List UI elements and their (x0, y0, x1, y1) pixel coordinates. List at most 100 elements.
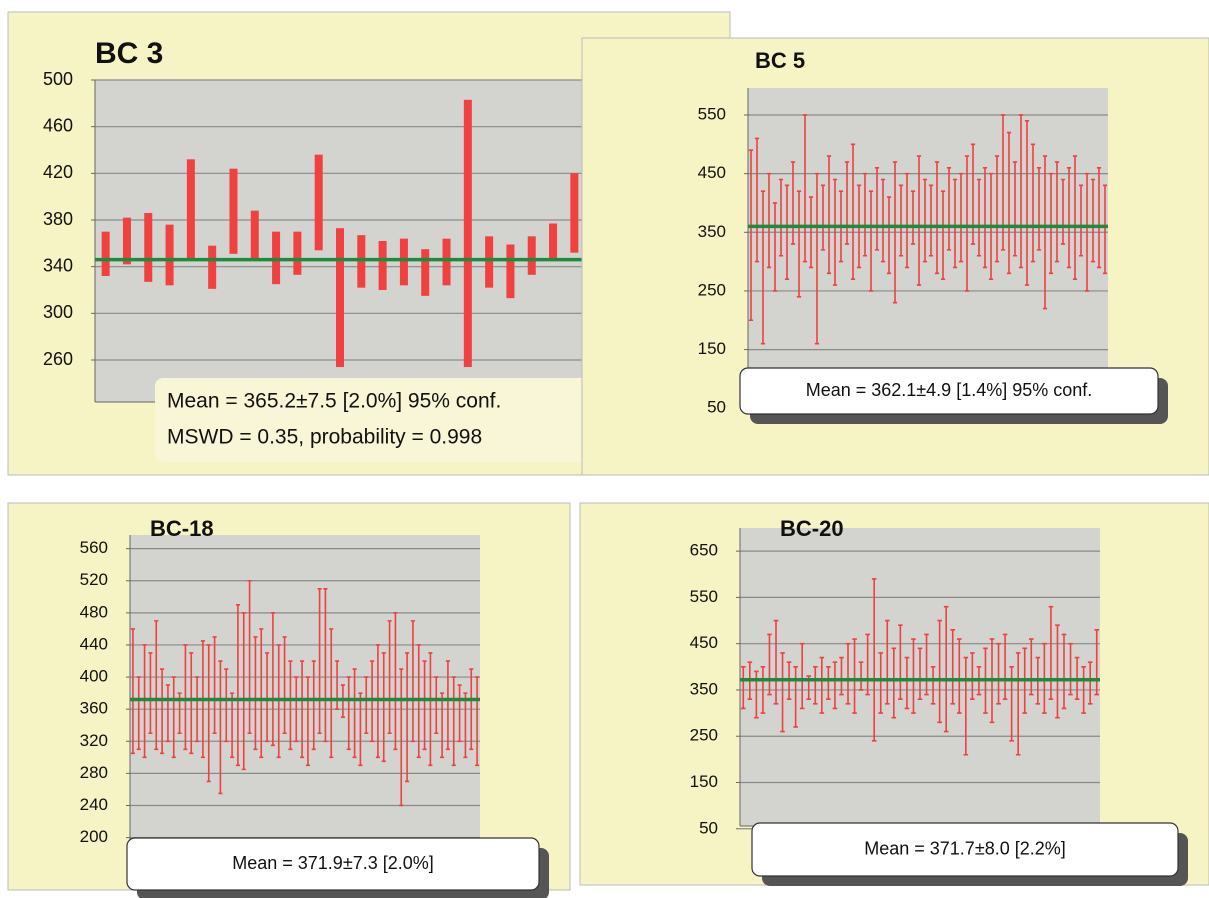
chart-title: BC-18 (150, 516, 214, 541)
error-bar (844, 161, 850, 245)
error-bar (445, 660, 450, 751)
error-bar (930, 666, 936, 705)
error-bar (898, 624, 903, 701)
error-bar (323, 587, 328, 743)
y-tick-label: 360 (80, 699, 108, 718)
error-bar (1087, 661, 1093, 705)
range-bar (442, 238, 451, 286)
y-tick-label: 420 (43, 162, 73, 182)
error-bar (358, 692, 363, 767)
y-tick-label: 450 (698, 163, 726, 182)
error-bar (1006, 131, 1012, 275)
error-bar (808, 196, 814, 269)
y-tick-label: 440 (80, 634, 108, 653)
annotation: Mean = 362.1±4.9 [1.4%] 95% conf. (806, 380, 1093, 400)
error-bar (892, 161, 898, 304)
error-bar (904, 656, 910, 710)
error-bar (1102, 184, 1108, 275)
error-bar (434, 676, 439, 735)
error-bar (160, 668, 165, 755)
y-tick-label: 550 (698, 104, 726, 123)
range-bar (357, 235, 366, 288)
y-tick-label: 300 (43, 302, 73, 322)
error-bar (874, 166, 880, 251)
error-bar (767, 633, 772, 696)
error-bar (772, 202, 778, 292)
error-bar (871, 578, 877, 742)
error-bar (1081, 666, 1086, 714)
range-bar (421, 249, 430, 296)
plot-area (130, 535, 480, 840)
error-bar (766, 172, 772, 269)
chart-panel: 50 150 250 350 450 550 BC 5 Mean = 362.1±4.9 [1… (581, 37, 1209, 476)
error-bar (218, 660, 223, 795)
y-tick-label: 50 (699, 818, 718, 837)
error-bar (796, 190, 802, 298)
error-bar (950, 629, 956, 705)
error-bar (820, 184, 826, 251)
error-bar (956, 638, 962, 714)
error-bar (305, 676, 310, 767)
error-bar (253, 636, 258, 751)
error-bar (300, 660, 305, 759)
range-bar (229, 168, 238, 254)
error-bar (235, 604, 240, 767)
annotation: MSWD = 0.35, probability = 0.998 (167, 426, 482, 449)
range-bar (208, 245, 217, 289)
error-bar (826, 155, 832, 275)
error-bar (410, 620, 415, 743)
error-bar (364, 676, 369, 735)
error-bar (858, 661, 864, 691)
error-bar (317, 587, 322, 735)
error-bar (970, 652, 975, 701)
error-bar (934, 161, 940, 275)
error-bar (740, 666, 746, 710)
chart-title: BC 5 (755, 48, 805, 73)
error-bar (1018, 114, 1024, 269)
error-bar (1078, 184, 1084, 257)
error-bar (422, 660, 427, 751)
error-bar (346, 676, 351, 751)
error-bar (189, 652, 194, 755)
error-bar (1028, 638, 1034, 696)
error-bar (1072, 155, 1078, 281)
range-bar (314, 154, 323, 251)
error-bar (780, 652, 785, 733)
y-tick-label: 400 (80, 667, 108, 686)
error-bar (1090, 178, 1096, 263)
error-bar (982, 166, 988, 269)
error-bar (405, 652, 410, 783)
error-bar (206, 644, 211, 783)
error-bar (154, 620, 159, 751)
error-bar (784, 184, 790, 281)
y-tick-label: 450 (690, 633, 718, 652)
error-bar (457, 684, 462, 743)
error-bar (839, 656, 844, 696)
error-bar (937, 619, 942, 724)
error-bar (183, 644, 188, 751)
error-bar (814, 172, 820, 345)
range-bar (250, 210, 259, 260)
error-bar (165, 684, 170, 743)
error-bar (910, 190, 916, 245)
error-bar (862, 172, 868, 257)
error-bar (393, 612, 398, 751)
y-tick-label: 480 (80, 602, 108, 621)
error-bar (1015, 652, 1021, 756)
error-bar (852, 638, 857, 714)
error-bar (946, 166, 952, 251)
error-bar (469, 668, 474, 751)
range-bar (378, 241, 387, 290)
error-bar (428, 652, 433, 767)
error-bar (964, 155, 970, 292)
error-bar (928, 184, 934, 257)
error-bar (241, 612, 246, 771)
error-bar (1048, 605, 1054, 701)
error-bar (976, 178, 982, 257)
error-bar (352, 668, 357, 759)
error-bar (463, 692, 468, 759)
annotation-box (751, 822, 1179, 877)
error-bar (136, 676, 141, 751)
y-tick-label: 500 (43, 69, 73, 89)
error-bar (911, 638, 916, 714)
